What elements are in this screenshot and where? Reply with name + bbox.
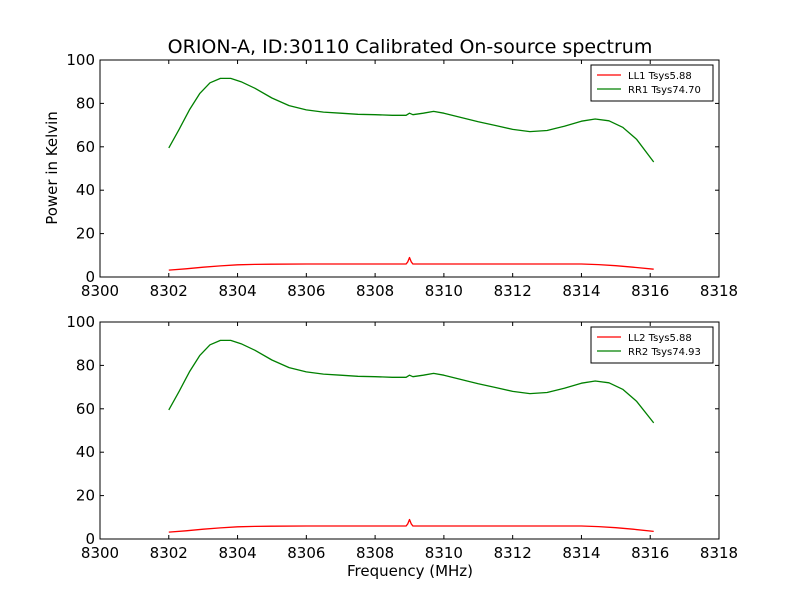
y-tick-label: 80 — [76, 94, 95, 112]
series-line-1-2 — [168, 77, 655, 163]
y-axis-label: Power in Kelvin — [43, 111, 61, 225]
x-tick-label: 8316 — [631, 544, 669, 562]
y-tick-label: 60 — [76, 138, 95, 156]
x-axis-label: Frequency (MHz) — [347, 562, 473, 580]
legend-1: LL1 Tsys5.88 RR1 Tsys74.70 — [590, 64, 714, 102]
x-tick-label: 8312 — [494, 544, 532, 562]
y-tick-label: 20 — [76, 487, 95, 505]
bottom-plot-panel: 8300 8302 8304 8306 8308 8310 8312 8314 8316 8318… — [66, 313, 738, 562]
y-tick-label: 100 — [66, 313, 95, 331]
x-tick-label: 8310 — [425, 544, 463, 562]
figure-title: ORION-A, ID:30110 Calibrated On-source s… — [168, 36, 653, 58]
legend-entry: RR1 Tsys74.70 — [628, 85, 701, 96]
plot-frame-1 — [99, 59, 720, 278]
series-line-1-1 — [168, 256, 654, 271]
legend-entry: LL2 Tsys5.88 — [628, 333, 692, 344]
plot-frame-2 — [99, 321, 720, 540]
x-tick-label: 8312 — [494, 282, 532, 300]
x-tick-label: 8310 — [425, 282, 463, 300]
x-tick-label: 8308 — [356, 544, 394, 562]
x-tick-label: 8302 — [150, 282, 188, 300]
series-line-2-1 — [168, 518, 654, 533]
x-tick-label: 8302 — [150, 544, 188, 562]
x-tick-label: 8316 — [631, 282, 669, 300]
top-plot-panel: 8300 8302 8304 8306 8308 8310 8312 8314 8316 8318… — [66, 51, 738, 300]
y-tick-label: 0 — [85, 530, 95, 548]
y-tick-label: 40 — [76, 181, 95, 199]
x-tick-label: 8300 — [81, 282, 119, 300]
x-tick-label: 8304 — [218, 282, 256, 300]
x-tick-label: 8300 — [81, 544, 119, 562]
x-tick-label: 8304 — [218, 544, 256, 562]
series-line-2-2 — [168, 339, 655, 424]
x-tick-label: 8306 — [287, 282, 325, 300]
y-tick-label: 100 — [66, 51, 95, 69]
y-tick-label: 20 — [76, 225, 95, 243]
legend-box — [590, 64, 714, 102]
y-tick-label: 80 — [76, 356, 95, 374]
x-tick-label: 8314 — [562, 282, 600, 300]
x-tick-label: 8318 — [700, 282, 738, 300]
x-tick-label: 8308 — [356, 282, 394, 300]
legend-entry: RR2 Tsys74.93 — [628, 347, 701, 358]
x-tick-label: 8306 — [287, 544, 325, 562]
y-tick-label: 60 — [76, 400, 95, 418]
x-tick-label: 8318 — [700, 544, 738, 562]
x-tick-label: 8314 — [562, 544, 600, 562]
legend-box — [590, 326, 714, 364]
y-tick-label: 0 — [85, 268, 95, 286]
legend-entry: LL1 Tsys5.88 — [628, 71, 692, 82]
y-tick-label: 40 — [76, 443, 95, 461]
legend-2: LL2 Tsys5.88 RR2 Tsys74.93 — [590, 326, 714, 364]
